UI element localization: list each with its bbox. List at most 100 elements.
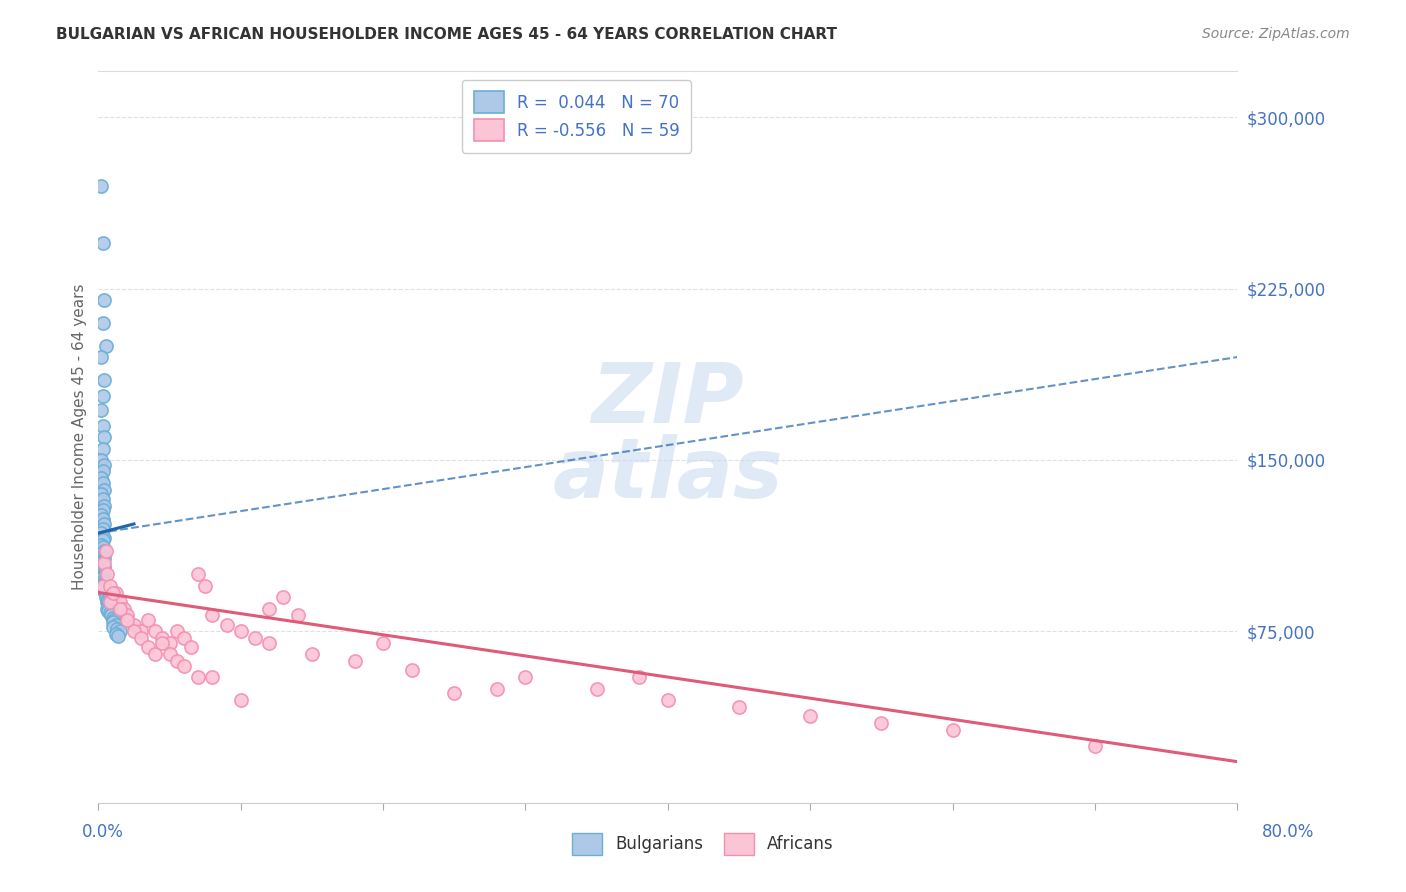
Point	[91, 316, 114, 330]
Point	[91, 475, 114, 490]
Point	[287, 608, 309, 623]
Legend: R =  0.044   N = 70, R = -0.556   N = 59: R = 0.044 N = 70, R = -0.556 N = 59	[463, 79, 692, 153]
Point	[94, 544, 117, 558]
Point	[93, 581, 115, 595]
Point	[93, 556, 115, 570]
Point	[101, 585, 124, 599]
Point	[145, 647, 167, 661]
Point	[91, 533, 114, 547]
Point	[187, 670, 209, 684]
Point	[96, 567, 118, 582]
Point	[93, 516, 115, 531]
Point	[91, 549, 114, 563]
Point	[96, 594, 118, 608]
Point	[152, 636, 174, 650]
Point	[870, 715, 893, 730]
Point	[273, 590, 295, 604]
Text: Source: ZipAtlas.com: Source: ZipAtlas.com	[1202, 27, 1350, 41]
Point	[657, 693, 679, 707]
Point	[93, 293, 115, 307]
Point	[187, 567, 209, 582]
Point	[90, 487, 112, 501]
Point	[91, 464, 114, 478]
Point	[129, 624, 152, 639]
Point	[90, 526, 112, 541]
Point	[91, 569, 114, 583]
Point	[443, 686, 465, 700]
Point	[91, 579, 114, 593]
Point	[93, 499, 115, 513]
Point	[201, 608, 224, 623]
Point	[101, 610, 124, 624]
Point	[90, 572, 112, 586]
Point	[98, 594, 121, 608]
Point	[1084, 739, 1107, 753]
Point	[101, 590, 124, 604]
Point	[93, 531, 115, 545]
Point	[194, 579, 217, 593]
Point	[243, 632, 266, 646]
Point	[108, 594, 131, 608]
Point	[90, 178, 112, 193]
Point	[486, 681, 509, 696]
Point	[90, 508, 112, 522]
Point	[152, 632, 174, 646]
Point	[91, 503, 114, 517]
Point	[90, 556, 112, 570]
Point	[91, 442, 114, 456]
Point	[122, 624, 145, 639]
Point	[98, 599, 121, 614]
Point	[145, 624, 167, 639]
Point	[100, 608, 122, 623]
Point	[799, 709, 821, 723]
Point	[229, 693, 252, 707]
Point	[93, 458, 115, 472]
Point	[91, 553, 114, 567]
Point	[115, 608, 138, 623]
Point	[90, 350, 112, 364]
Point	[129, 632, 152, 646]
Point	[229, 624, 252, 639]
Point	[104, 626, 127, 640]
Point	[91, 579, 114, 593]
Point	[107, 629, 129, 643]
Point	[159, 647, 181, 661]
Point	[104, 585, 127, 599]
Point	[97, 592, 120, 607]
Point	[91, 558, 114, 573]
Point	[93, 373, 115, 387]
Point	[159, 636, 181, 650]
Point	[401, 663, 423, 677]
Point	[91, 418, 114, 433]
Point	[94, 585, 117, 599]
Y-axis label: Householder Income Ages 45 - 64 years: Householder Income Ages 45 - 64 years	[72, 284, 87, 591]
Text: 80.0%: 80.0%	[1263, 822, 1315, 840]
Point	[136, 613, 159, 627]
Point	[94, 338, 117, 352]
Point	[942, 723, 965, 737]
Point	[259, 601, 281, 615]
Point	[166, 654, 188, 668]
Point	[259, 636, 281, 650]
Point	[94, 590, 117, 604]
Point	[103, 613, 125, 627]
Point	[628, 670, 651, 684]
Text: ZIP
atlas: ZIP atlas	[553, 359, 783, 515]
Point	[93, 483, 115, 497]
Point	[90, 453, 112, 467]
Point	[90, 537, 112, 551]
Point	[101, 615, 124, 630]
Point	[136, 640, 159, 655]
Point	[90, 402, 112, 417]
Point	[201, 670, 224, 684]
Point	[373, 636, 395, 650]
Text: BULGARIAN VS AFRICAN HOUSEHOLDER INCOME AGES 45 - 64 YEARS CORRELATION CHART: BULGARIAN VS AFRICAN HOUSEHOLDER INCOME …	[56, 27, 837, 42]
Point	[101, 620, 124, 634]
Point	[90, 547, 112, 561]
Point	[97, 604, 120, 618]
Point	[91, 565, 114, 579]
Point	[173, 632, 195, 646]
Point	[173, 658, 195, 673]
Point	[93, 551, 115, 566]
Point	[343, 654, 366, 668]
